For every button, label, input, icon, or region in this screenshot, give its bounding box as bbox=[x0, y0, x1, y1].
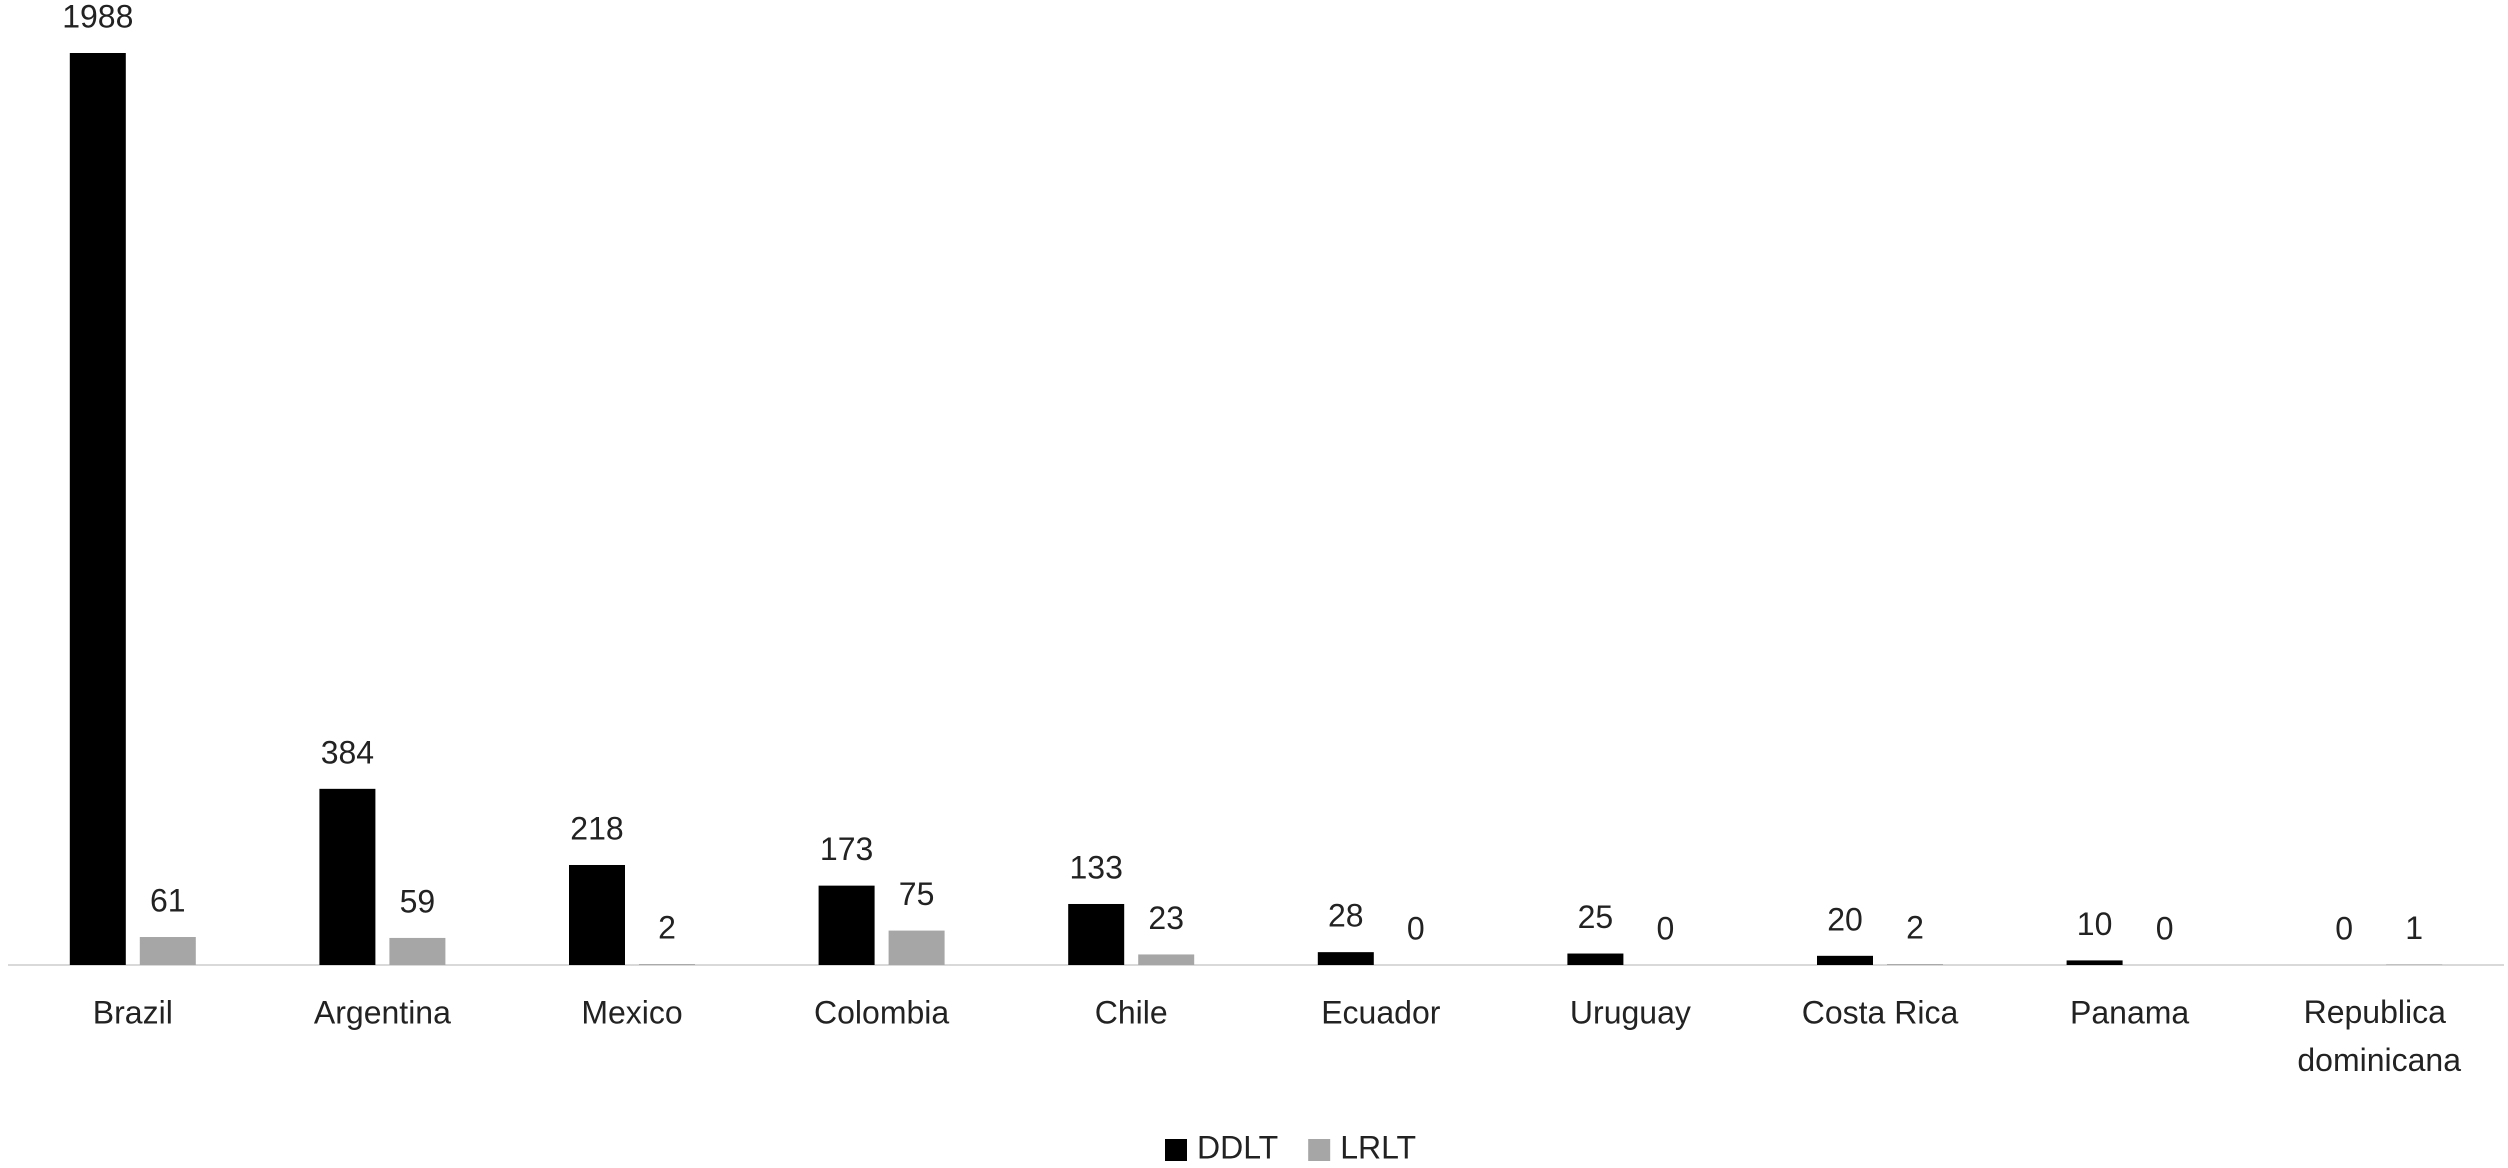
bar bbox=[319, 788, 376, 965]
bar bbox=[69, 53, 126, 965]
bar bbox=[569, 864, 625, 965]
bar bbox=[139, 937, 196, 965]
data-label: 61 bbox=[150, 882, 186, 918]
bar bbox=[389, 937, 446, 965]
bar bbox=[1317, 952, 1374, 965]
x-tick-label: Costa Rica bbox=[1802, 994, 1959, 1030]
data-label: 1 bbox=[2405, 910, 2423, 946]
data-label: 25 bbox=[1578, 899, 1614, 935]
data-label: 2 bbox=[658, 910, 676, 946]
x-tick-label: Argentina bbox=[314, 994, 451, 1030]
data-label: 0 bbox=[2335, 910, 2353, 946]
x-tick-label: Colombia bbox=[814, 994, 949, 1030]
x-tick-label: Republica dominicana bbox=[2297, 994, 2461, 1078]
data-label: 2 bbox=[1906, 910, 1924, 946]
data-label: 384 bbox=[321, 734, 374, 770]
data-label: 28 bbox=[1328, 898, 1364, 934]
bar bbox=[1887, 964, 1943, 965]
bar bbox=[1068, 903, 1125, 965]
bar bbox=[818, 885, 875, 965]
bar bbox=[639, 964, 695, 965]
x-tick-label: Chile bbox=[1095, 994, 1168, 1030]
x-tick-label: Ecuador bbox=[1321, 994, 1441, 1030]
data-label: 218 bbox=[570, 810, 623, 846]
x-tick-label: Uruguay bbox=[1570, 994, 1691, 1030]
data-label: 0 bbox=[2156, 910, 2174, 946]
bar bbox=[1817, 955, 1873, 965]
x-tick-label-line: dominicana bbox=[2297, 1042, 2461, 1078]
data-label: 10 bbox=[2077, 906, 2113, 942]
bar bbox=[1567, 953, 1624, 965]
x-tick-label: Mexico bbox=[581, 994, 682, 1030]
legend-swatch bbox=[1308, 1139, 1331, 1161]
data-label: 23 bbox=[1148, 900, 1184, 936]
x-tick-label: Panama bbox=[2070, 994, 2189, 1030]
data-label: 133 bbox=[1070, 849, 1123, 885]
bar bbox=[888, 930, 945, 965]
data-label: 75 bbox=[899, 876, 935, 912]
bar bbox=[2066, 960, 2123, 965]
bar bbox=[1138, 954, 1195, 965]
legend-label: DDLT bbox=[1197, 1129, 1278, 1165]
data-label: 20 bbox=[1827, 901, 1863, 937]
x-tick-label-line: Republica bbox=[2304, 994, 2455, 1030]
legend-swatch bbox=[1165, 1139, 1187, 1161]
data-label: 1988 bbox=[62, 0, 133, 34]
legend-label: LRLT bbox=[1340, 1129, 1416, 1165]
data-label: 0 bbox=[1407, 910, 1425, 946]
data-label: 59 bbox=[400, 883, 436, 919]
data-label: 173 bbox=[820, 831, 873, 867]
data-label: 0 bbox=[1657, 910, 1675, 946]
x-tick-label: Brazil bbox=[93, 994, 173, 1030]
